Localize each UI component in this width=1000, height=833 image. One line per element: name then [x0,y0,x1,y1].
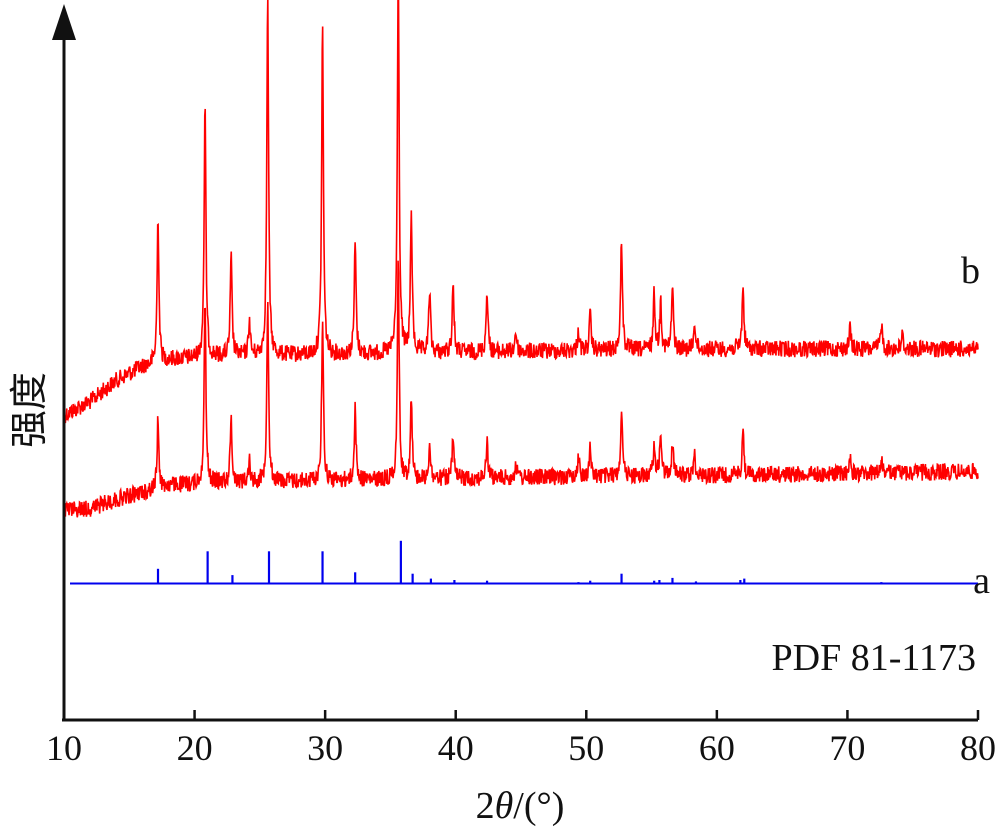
series-line-b [63,0,979,424]
series-label-b: b [961,250,980,292]
x-tick-label: 80 [960,728,996,768]
x-tick-label: 40 [438,728,474,768]
series-line-a [63,260,979,518]
x-tick-label: 70 [829,728,865,768]
reference-sticks [70,540,978,585]
x-tick-label: 10 [46,728,82,768]
series-label-a: a [973,560,990,602]
reference-label: PDF 81-1173 [772,637,976,679]
y-axis-arrow-icon [52,4,76,40]
y-axis-title: 强度 [9,372,51,448]
x-axis-title-prefix: 2 [476,785,495,827]
x-tick-label: 20 [177,728,213,768]
x-tick-label: 60 [699,728,735,768]
x-ticks: 10 20 30 40 50 60 70 80 [46,710,996,768]
x-axis-title-var: θ [495,785,514,827]
x-axis-title-suffix: /(°) [513,785,564,827]
x-axis-title: 2θ/(°) [476,785,565,827]
x-tick-label: 30 [307,728,343,768]
x-tick-label: 50 [568,728,604,768]
